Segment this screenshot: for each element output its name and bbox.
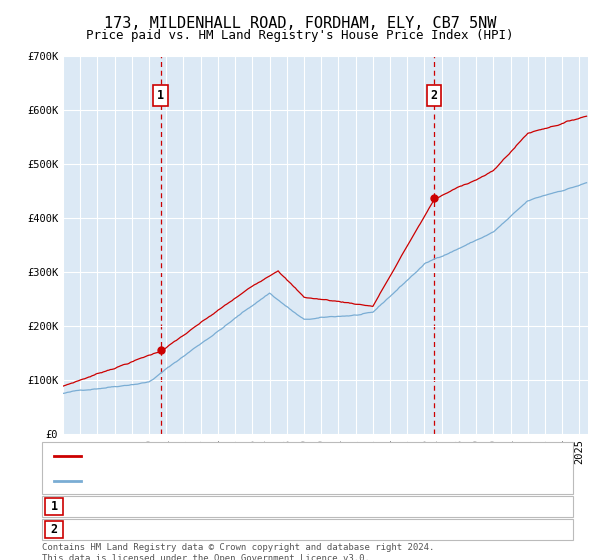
Text: HPI: Average price, detached house, East Cambridgeshire: HPI: Average price, detached house, East… [87,476,458,486]
Text: 173, MILDENHALL ROAD, FORDHAM, ELY, CB7 5NW (detached house): 173, MILDENHALL ROAD, FORDHAM, ELY, CB7 … [87,451,492,461]
Text: 1: 1 [157,89,164,102]
Text: Contains HM Land Registry data © Crown copyright and database right 2024.
This d: Contains HM Land Registry data © Crown c… [42,543,434,560]
Text: £437,000: £437,000 [246,524,300,534]
Text: £155,000: £155,000 [246,502,300,512]
Text: Price paid vs. HM Land Registry's House Price Index (HPI): Price paid vs. HM Land Registry's House … [86,29,514,42]
Text: 173, MILDENHALL ROAD, FORDHAM, ELY, CB7 5NW: 173, MILDENHALL ROAD, FORDHAM, ELY, CB7 … [104,16,496,31]
Text: 2: 2 [431,89,437,102]
Text: 27-JUL-2016: 27-JUL-2016 [75,524,149,534]
Text: 07-SEP-2000: 07-SEP-2000 [75,502,149,512]
Text: 1: 1 [50,500,58,514]
Text: 17% ↑ HPI: 17% ↑ HPI [384,502,445,512]
Text: 2: 2 [50,522,58,536]
Text: 24% ↑ HPI: 24% ↑ HPI [384,524,445,534]
